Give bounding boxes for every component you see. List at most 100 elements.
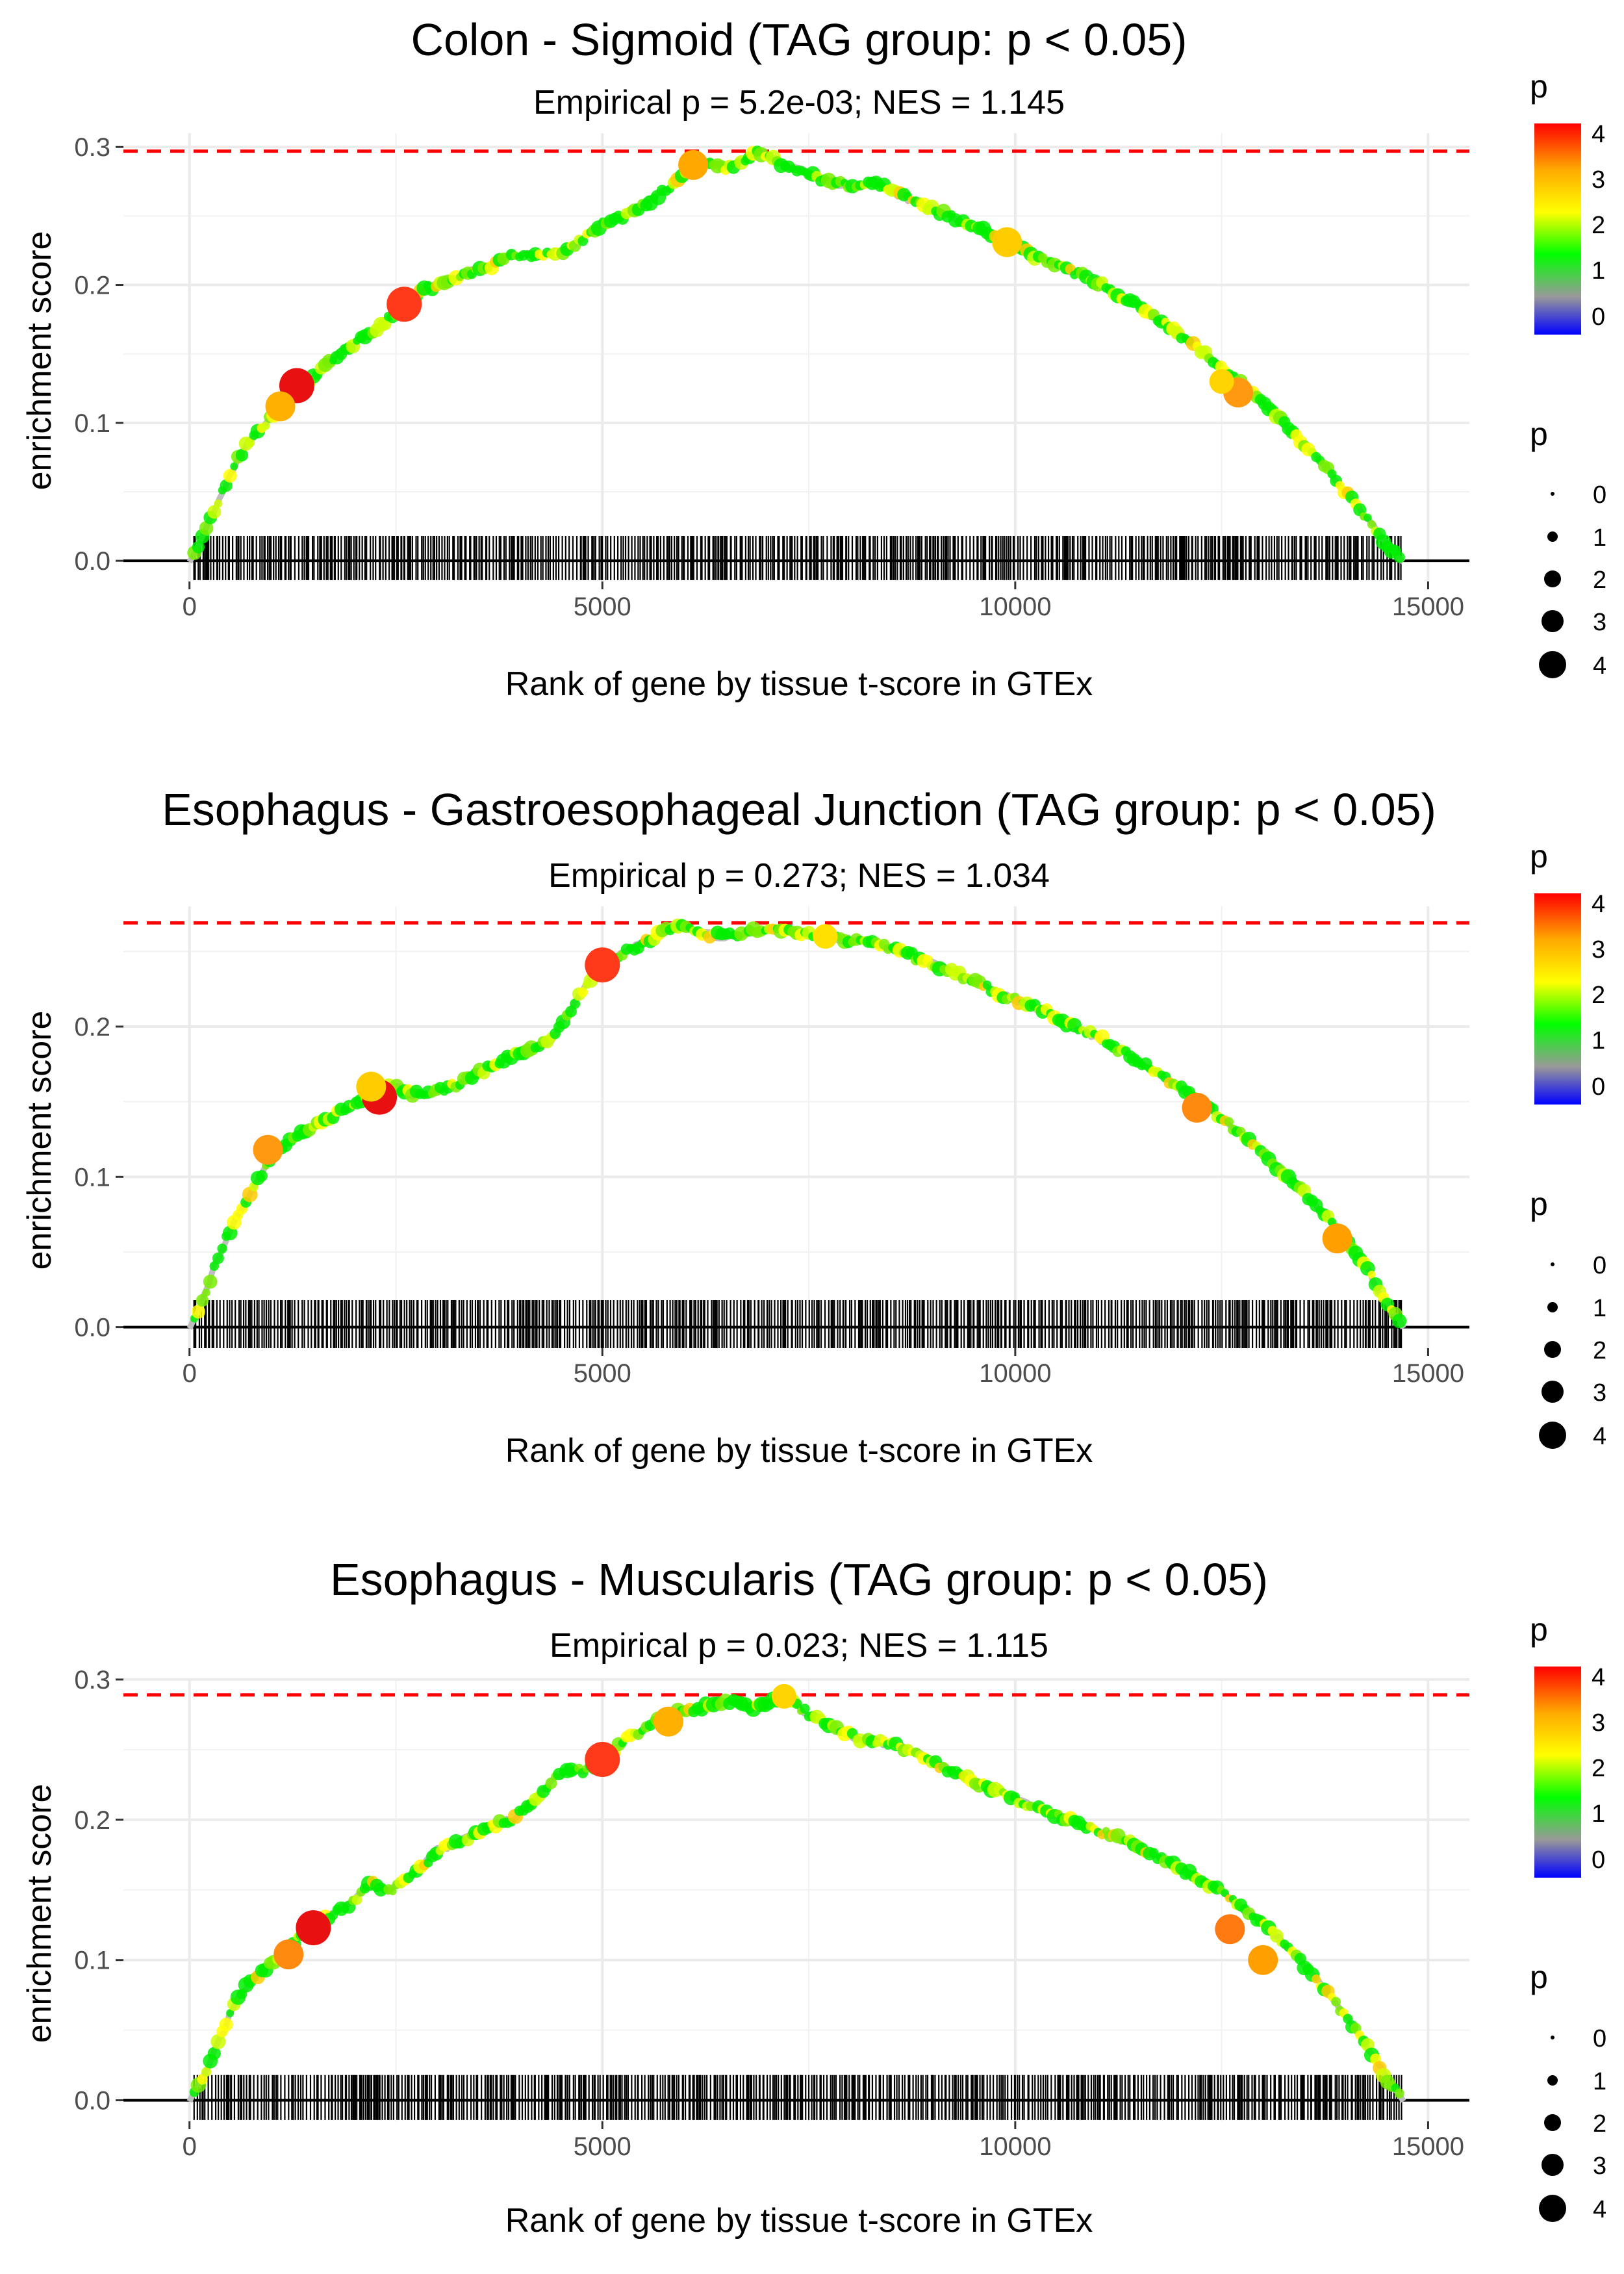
size-key-dot (1544, 1341, 1561, 1358)
es-point (196, 1294, 209, 1307)
y-tick-label: 0.1 (74, 1163, 110, 1192)
size-key-label: 4 (1593, 2196, 1606, 2223)
y-axis-title: enrichment score (21, 1011, 58, 1270)
es-point (388, 1887, 397, 1896)
x-tick-label: 5000 (574, 2132, 631, 2161)
x-tick-label: 10000 (979, 1359, 1051, 1388)
es-point (351, 1894, 362, 1905)
size-key-dot (1539, 1422, 1566, 1449)
es-point (245, 437, 255, 448)
x-tick-label: 10000 (979, 2132, 1051, 2161)
x-tick-label: 0 (183, 593, 197, 621)
size-key-dot (1544, 2114, 1561, 2131)
size-legend: p 0 1 2 3 4 (1530, 1959, 1606, 2223)
es-point (1392, 1314, 1407, 1329)
es-point (202, 1288, 210, 1297)
x-tick-label: 0 (183, 2132, 197, 2161)
es-point (214, 499, 223, 508)
panel-title: Esophagus - Gastroesophageal Junction (T… (162, 784, 1436, 835)
es-point (230, 462, 238, 470)
size-legend: p 0 1 2 3 4 (1530, 416, 1606, 680)
x-tick-label: 0 (183, 1359, 197, 1388)
colorbar-label: 1 (1592, 257, 1605, 285)
size-key-dot (1547, 531, 1558, 542)
size-key-label: 1 (1593, 2068, 1606, 2095)
es-point (800, 1704, 810, 1714)
es-highlight-point (1182, 1092, 1212, 1123)
es-point (1224, 1117, 1234, 1127)
colorbar-label: 2 (1592, 1755, 1605, 1782)
legend-title: p (1530, 838, 1548, 875)
panel-title: Esophagus - Muscularis (TAG group: p < 0… (330, 1554, 1268, 1605)
y-axis-title: enrichment score (21, 1784, 58, 2043)
legend-title: p (1530, 1186, 1548, 1222)
size-key-label: 2 (1593, 567, 1606, 594)
es-point (235, 448, 249, 462)
y-tick-label: 0.2 (74, 272, 110, 300)
size-key-label: 3 (1593, 2153, 1606, 2180)
plot-area: 0.0 0.1 0.2 0.3 0 5000 10000 15000 (74, 133, 1469, 621)
colorbar (1534, 1667, 1581, 1878)
colorbar-label: 2 (1592, 982, 1605, 1009)
x-tick-label: 5000 (574, 593, 631, 621)
es-highlight-point (1322, 1223, 1352, 1254)
es-point (577, 987, 589, 997)
colorbar-label: 3 (1592, 1709, 1605, 1737)
es-point (210, 2034, 226, 2049)
es-point (203, 1274, 218, 1289)
panel-subtitle: Empirical p = 0.023; NES = 1.115 (550, 1627, 1048, 1665)
size-key-dot (1542, 2154, 1564, 2176)
x-axis-title: Rank of gene by tissue t-score in GTEx (505, 2202, 1093, 2240)
size-key-label: 1 (1593, 1295, 1606, 1322)
x-tick-label: 10000 (979, 593, 1051, 621)
size-key-label: 3 (1593, 609, 1606, 636)
colorbar-label: 4 (1592, 891, 1605, 918)
size-key-label: 3 (1593, 1379, 1606, 1407)
es-highlight-point (265, 391, 296, 422)
colorbar-label: 4 (1592, 121, 1605, 148)
plot-area: 0.0 0.1 0.2 0 5000 10000 15000 (74, 906, 1469, 1388)
panel-colon-sigmoid: Colon - Sigmoid (TAG group: p < 0.05) Em… (21, 14, 1606, 703)
es-point (199, 520, 214, 535)
es-point (223, 468, 237, 483)
size-key-label: 2 (1593, 2110, 1606, 2138)
x-axis-title: Rank of gene by tissue t-score in GTEx (505, 1432, 1093, 1470)
y-tick-label: 0.0 (74, 547, 110, 576)
color-legend: p 4 3 2 1 0 (1530, 68, 1605, 335)
es-point (1364, 513, 1372, 522)
es-highlight-point (813, 924, 838, 949)
colorbar-label: 0 (1592, 303, 1605, 331)
size-key-dot (1551, 2036, 1554, 2039)
legend-title: p (1530, 1611, 1548, 1648)
es-point (1367, 520, 1377, 529)
legend-title: p (1530, 416, 1548, 452)
panel-esophagus-muscularis: Esophagus - Muscularis (TAG group: p < 0… (21, 1554, 1606, 2240)
y-tick-label: 0.2 (74, 1013, 110, 1041)
es-point (207, 2047, 221, 2060)
color-legend: p 4 3 2 1 0 (1530, 838, 1605, 1105)
size-key-label: 2 (1593, 1337, 1606, 1364)
es-point (545, 1777, 557, 1789)
es-point (201, 2067, 212, 2077)
y-axis-title: enrichment score (21, 231, 58, 491)
size-key-dot (1542, 610, 1564, 632)
es-point (1393, 552, 1405, 563)
panel-subtitle: Empirical p = 5.2e-03; NES = 1.145 (533, 84, 1065, 121)
size-key-dot (1542, 1381, 1564, 1403)
panel-title: Colon - Sigmoid (TAG group: p < 0.05) (411, 14, 1187, 65)
legend-title: p (1530, 68, 1548, 105)
es-highlight-point (296, 1910, 331, 1946)
es-highlight-point (1209, 369, 1234, 394)
es-highlight-point (678, 149, 709, 180)
es-highlight-point (273, 1939, 304, 1970)
size-key-dot (1551, 492, 1554, 496)
es-point (1394, 2088, 1404, 2099)
size-key-dot (1547, 2075, 1558, 2086)
es-highlight-point (387, 287, 422, 322)
colorbar-label: 2 (1592, 212, 1605, 239)
colorbar (1534, 893, 1581, 1105)
x-axis-title: Rank of gene by tissue t-score in GTEx (505, 665, 1093, 703)
y-tick-label: 0.2 (74, 1806, 110, 1835)
size-key-label: 4 (1593, 1423, 1606, 1450)
